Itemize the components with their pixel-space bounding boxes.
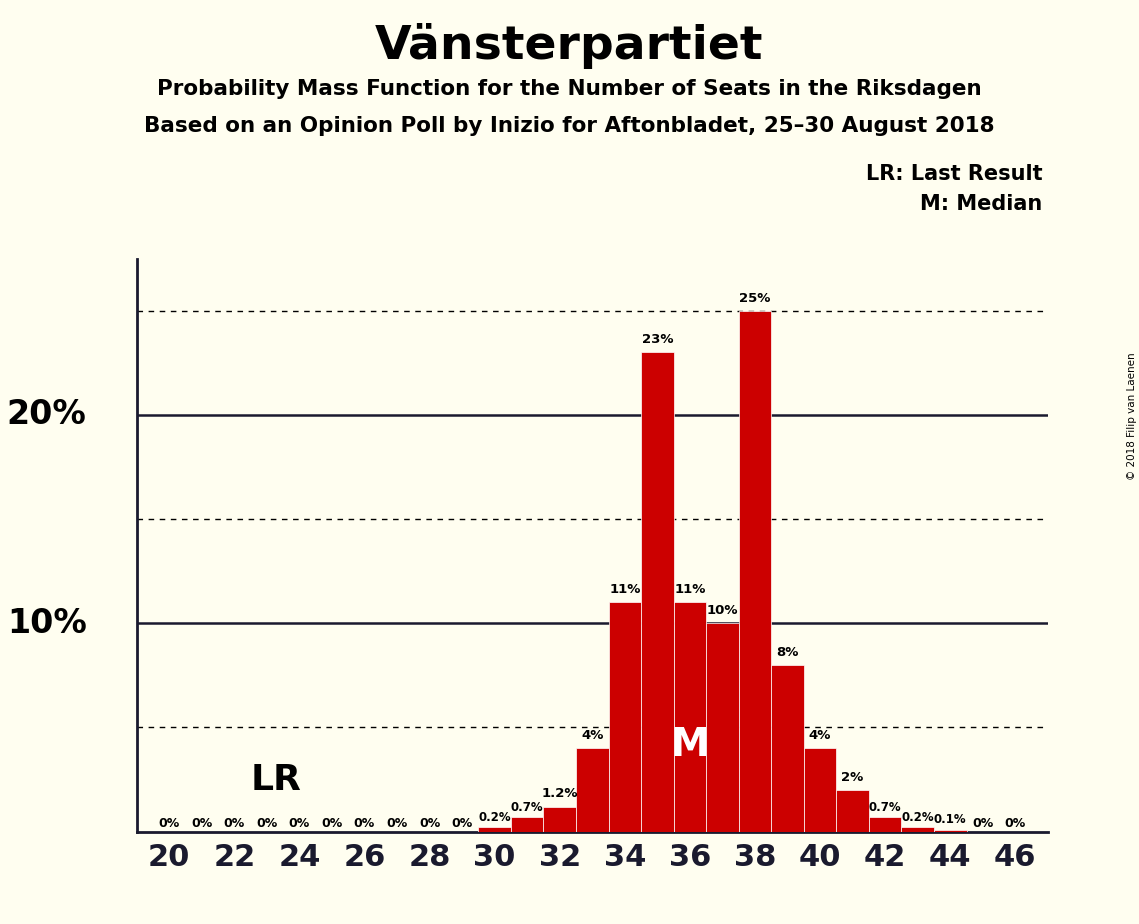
- Text: 0%: 0%: [223, 817, 245, 830]
- Text: 20%: 20%: [7, 398, 87, 432]
- Bar: [869, 817, 901, 832]
- Text: © 2018 Filip van Laenen: © 2018 Filip van Laenen: [1126, 352, 1137, 480]
- Text: M: Median: M: Median: [920, 194, 1042, 214]
- Text: M: M: [671, 725, 710, 763]
- Text: 8%: 8%: [777, 646, 798, 659]
- Text: 0%: 0%: [191, 817, 212, 830]
- Bar: [771, 665, 804, 832]
- Bar: [804, 748, 836, 832]
- Bar: [673, 602, 706, 832]
- Text: 0%: 0%: [158, 817, 180, 830]
- Text: 0.1%: 0.1%: [934, 813, 967, 826]
- Text: 2%: 2%: [842, 771, 863, 784]
- Text: 4%: 4%: [581, 729, 604, 742]
- Text: 4%: 4%: [809, 729, 831, 742]
- Text: Probability Mass Function for the Number of Seats in the Riksdagen: Probability Mass Function for the Number…: [157, 79, 982, 99]
- Text: 25%: 25%: [739, 292, 771, 305]
- Text: 1.2%: 1.2%: [541, 787, 577, 800]
- Text: 0%: 0%: [321, 817, 343, 830]
- Text: 0%: 0%: [419, 817, 440, 830]
- Text: Vänsterpartiet: Vänsterpartiet: [375, 23, 764, 69]
- Bar: [608, 602, 641, 832]
- Text: 11%: 11%: [609, 583, 640, 596]
- Bar: [706, 624, 739, 832]
- Text: 11%: 11%: [674, 583, 705, 596]
- Text: 0%: 0%: [451, 817, 473, 830]
- Bar: [739, 310, 771, 832]
- Text: 0%: 0%: [386, 817, 408, 830]
- Text: 0%: 0%: [1005, 817, 1026, 830]
- Text: 0%: 0%: [256, 817, 278, 830]
- Bar: [576, 748, 608, 832]
- Text: Based on an Opinion Poll by Inizio for Aftonbladet, 25–30 August 2018: Based on an Opinion Poll by Inizio for A…: [145, 116, 994, 136]
- Bar: [478, 827, 511, 832]
- Text: LR: LR: [251, 762, 302, 796]
- Text: 0.7%: 0.7%: [511, 801, 543, 814]
- Text: 0.7%: 0.7%: [869, 801, 901, 814]
- Text: 0%: 0%: [973, 817, 993, 830]
- Bar: [511, 817, 543, 832]
- Text: 23%: 23%: [641, 334, 673, 346]
- Text: 10%: 10%: [706, 604, 738, 617]
- Bar: [641, 352, 673, 832]
- Text: LR: Last Result: LR: Last Result: [866, 164, 1042, 185]
- Text: 0%: 0%: [289, 817, 310, 830]
- Text: 0%: 0%: [354, 817, 375, 830]
- Text: 10%: 10%: [7, 607, 87, 639]
- Text: 0.2%: 0.2%: [478, 811, 511, 824]
- Bar: [934, 830, 967, 832]
- Bar: [901, 827, 934, 832]
- Bar: [543, 807, 576, 832]
- Bar: [836, 790, 869, 832]
- Text: 0.2%: 0.2%: [901, 811, 934, 824]
